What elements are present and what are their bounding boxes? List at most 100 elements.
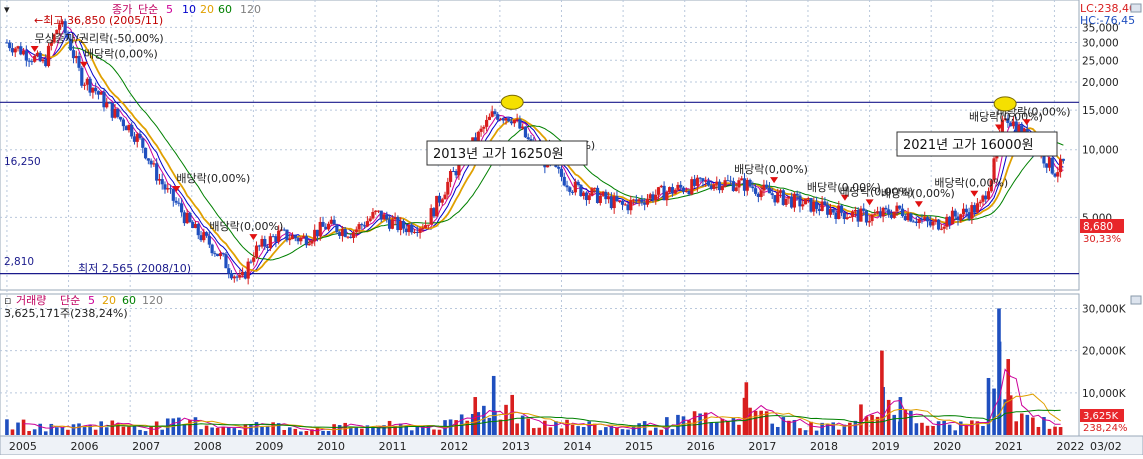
event-arrow-icon (770, 177, 779, 184)
volume-bar (920, 422, 924, 435)
candle-body (814, 201, 819, 209)
price-tick-label: 25,000 (1082, 55, 1119, 67)
volume-bar (127, 426, 131, 435)
candle-body (448, 170, 453, 182)
volume-bar (60, 427, 65, 435)
volume-ma-line-60 (106, 409, 1061, 429)
candle-body (152, 163, 156, 165)
candle-body (518, 119, 522, 129)
price-scale-handle[interactable] (1130, 3, 1142, 13)
candle-body (399, 221, 403, 231)
candle-body (224, 254, 228, 269)
candle-body (942, 226, 946, 229)
candle-body (235, 276, 239, 278)
candle-body (265, 246, 270, 248)
candle-body (24, 50, 28, 61)
year-tick-label: 2012 (440, 440, 468, 453)
year-tick-label: 2006 (71, 440, 99, 453)
candle-body (437, 195, 442, 203)
candle-body (900, 208, 905, 217)
candle-body (80, 67, 84, 86)
year-tick-label: 2015 (625, 440, 653, 453)
price-ma-10[interactable]: 10 (182, 3, 196, 16)
candle-body (60, 21, 64, 25)
candle-body (612, 196, 616, 209)
candle-body (193, 224, 198, 229)
volume-bar (559, 428, 564, 435)
volume-bar (348, 427, 353, 435)
volume-bar (744, 382, 749, 435)
volume-ma-20[interactable]: 20 (102, 294, 116, 307)
reference-lines (0, 101, 1079, 275)
volume-bar (454, 420, 458, 435)
volume-legend-prefix: ▫ (4, 294, 11, 307)
candle-body (498, 118, 503, 120)
candle-body (778, 190, 783, 193)
volume-bar (554, 421, 558, 435)
candle-body (55, 29, 59, 35)
candle-body (670, 187, 675, 194)
candle-body (781, 190, 785, 205)
volume-bar (43, 431, 48, 435)
volume-ma-5[interactable]: 5 (88, 294, 95, 307)
volume-bar (864, 416, 869, 435)
candle-body (906, 213, 910, 221)
candle-body (623, 204, 627, 206)
volume-bar (116, 423, 120, 435)
candle-body (202, 232, 206, 241)
year-tick-label: 2017 (748, 440, 776, 453)
volume-bar (276, 423, 281, 435)
candle-body (49, 42, 53, 46)
volume-bar (188, 420, 192, 435)
price-ma-5[interactable]: 5 (166, 3, 173, 16)
candle-body (986, 191, 991, 200)
candle-body (501, 118, 505, 121)
candle-body (889, 214, 894, 218)
candle-body (856, 210, 860, 222)
candle-body (842, 212, 846, 220)
volume-bar (814, 430, 819, 435)
candle-body (809, 198, 813, 212)
candle-body (834, 212, 838, 219)
price-ma-60[interactable]: 60 (218, 3, 232, 16)
volume-bar (1036, 426, 1041, 435)
candle-body (989, 180, 993, 192)
volume-ma-120[interactable]: 120 (142, 294, 163, 307)
price-ma-20[interactable]: 20 (200, 3, 214, 16)
candle-body (429, 208, 433, 225)
candle-body (687, 190, 691, 195)
candle-body (931, 221, 935, 226)
candle-body (204, 232, 209, 236)
volume-ma-60[interactable]: 60 (122, 294, 136, 307)
candle-body (1045, 163, 1049, 168)
volume-bar (16, 422, 20, 435)
volume-ma-line-20 (51, 393, 1061, 431)
year-tick-label: 2020 (933, 440, 961, 453)
current-price-badge (1080, 219, 1124, 233)
candle-body (950, 210, 955, 225)
candle-body (351, 232, 356, 238)
candle-body (784, 198, 788, 205)
volume-bar (737, 424, 741, 435)
candle-body (862, 208, 866, 211)
year-tick-label: 2007 (132, 440, 160, 453)
volume-bar (21, 419, 26, 435)
volume-scale-handle[interactable] (1130, 295, 1142, 305)
event-arrow-icon (30, 46, 39, 52)
candle-body (828, 208, 833, 215)
candle-body (795, 193, 799, 196)
candle-body (138, 134, 142, 139)
candle-body (1014, 121, 1018, 135)
volume-bar (803, 430, 808, 435)
volume-bar (787, 420, 791, 435)
candle-body (143, 147, 148, 159)
candle-body (354, 229, 358, 233)
year-tick-label: 2014 (563, 440, 591, 453)
candle-body (8, 42, 12, 49)
candle-body (446, 181, 450, 195)
volume-bar (570, 424, 575, 435)
candle-body (107, 102, 112, 104)
year-tick-label: 2022 (1056, 440, 1084, 453)
candle-body (1050, 157, 1054, 174)
price-ma-120[interactable]: 120 (240, 3, 261, 16)
